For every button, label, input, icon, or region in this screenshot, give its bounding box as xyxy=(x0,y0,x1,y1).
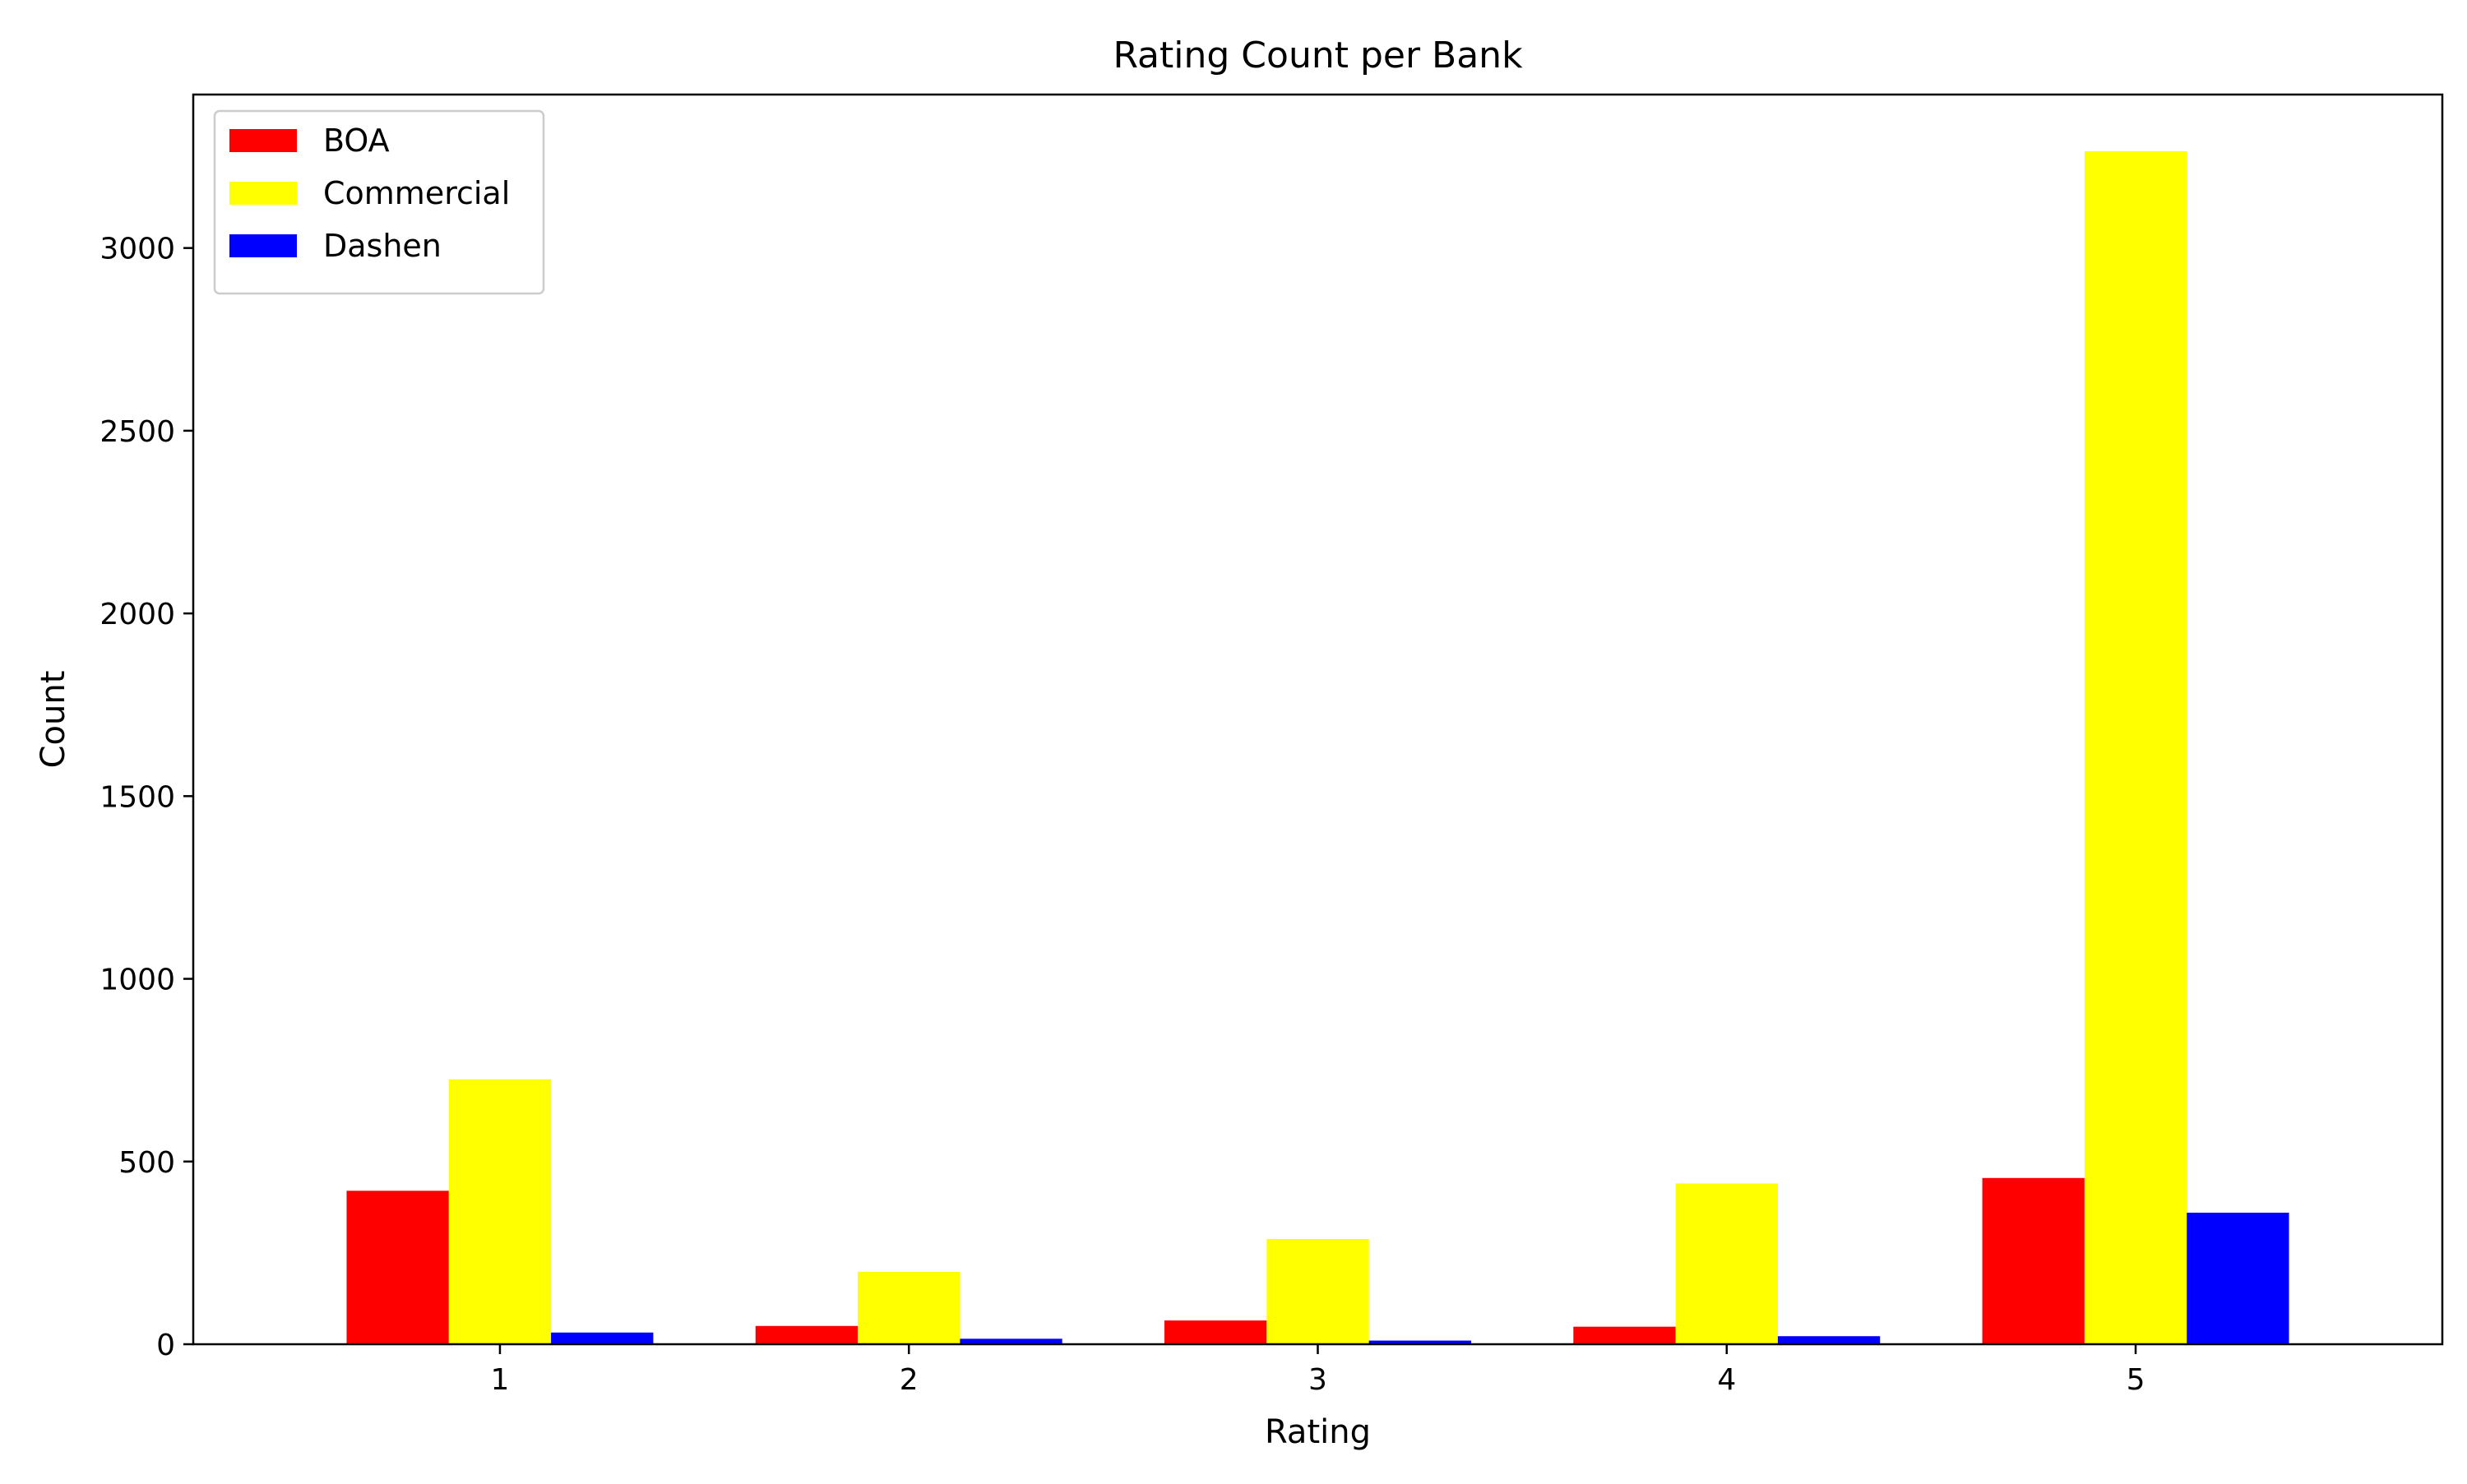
x-tick-label: 1 xyxy=(491,1363,510,1397)
chart-title: Rating Count per Bank xyxy=(1113,35,1523,76)
legend-swatch-dashen xyxy=(229,234,297,257)
y-tick-label: 2500 xyxy=(100,415,175,449)
bar-commercial-rating-5 xyxy=(2084,150,2187,1344)
y-tick-label: 1000 xyxy=(100,964,175,997)
bar-boa-rating-4 xyxy=(1573,1326,1676,1344)
x-tick-label: 4 xyxy=(1717,1363,1736,1397)
plot-frame xyxy=(192,93,2444,1346)
bar-dashen-rating-5 xyxy=(2187,1213,2289,1344)
x-tick-label: 3 xyxy=(1308,1363,1327,1397)
legend-swatch-boa xyxy=(229,129,297,152)
y-axis-label: Count xyxy=(35,671,72,769)
bar-dashen-rating-1 xyxy=(551,1332,654,1344)
bar-commercial-rating-4 xyxy=(1675,1183,1778,1344)
y-tick-label: 2000 xyxy=(100,598,175,631)
x-tick-label: 2 xyxy=(900,1363,919,1397)
legend-label-dashen: Dashen xyxy=(323,228,442,264)
y-tick-label: 0 xyxy=(156,1329,175,1362)
bar-dashen-rating-4 xyxy=(1777,1336,1881,1344)
y-tick-label: 3000 xyxy=(100,233,175,266)
legend-label-commercial: Commercial xyxy=(323,175,510,211)
bar-dashen-rating-2 xyxy=(960,1338,1062,1344)
legend: BOA Commercial Dashen xyxy=(213,109,545,295)
y-axis-ticks: 0 500 1000 1500 2000 2500 3000 xyxy=(100,233,193,1362)
x-axis-label: Rating xyxy=(1265,1413,1371,1451)
bar-boa-rating-1 xyxy=(346,1190,449,1344)
bar-dashen-rating-3 xyxy=(1368,1340,1471,1344)
legend-swatch-commercial xyxy=(229,182,297,205)
bar-boa-rating-2 xyxy=(755,1325,859,1344)
bar-commercial-rating-2 xyxy=(858,1272,960,1344)
x-tick-label: 5 xyxy=(2127,1363,2145,1397)
bar-commercial-rating-3 xyxy=(1266,1239,1369,1344)
bar-boa-rating-5 xyxy=(1982,1177,2085,1344)
legend-label-boa: BOA xyxy=(323,123,390,159)
y-tick-label: 1500 xyxy=(100,780,175,814)
bars-layer xyxy=(346,150,2289,1344)
bar-boa-rating-3 xyxy=(1164,1320,1267,1344)
bar-commercial-rating-1 xyxy=(448,1079,552,1344)
x-axis-ticks: 1 2 3 4 5 xyxy=(491,1344,2145,1397)
y-tick-label: 500 xyxy=(118,1146,175,1180)
